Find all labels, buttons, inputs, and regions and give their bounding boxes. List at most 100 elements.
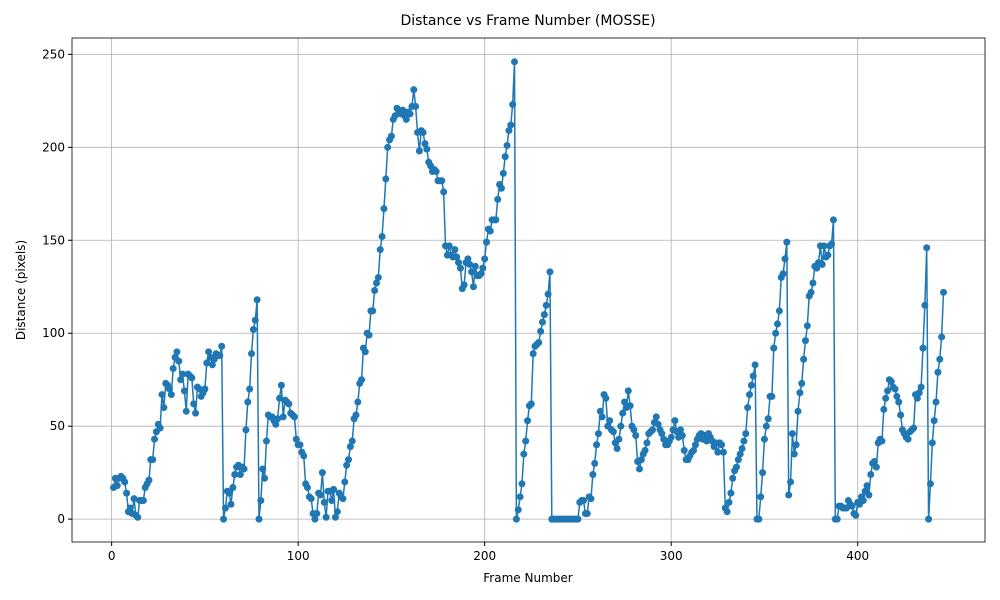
data-point: [130, 495, 138, 503]
data-point: [824, 251, 832, 259]
data-point: [483, 238, 491, 246]
data-point: [895, 398, 903, 406]
data-point: [775, 307, 783, 315]
data-point: [915, 389, 923, 397]
x-tick-label: 200: [473, 549, 496, 563]
data-point: [451, 246, 459, 254]
data-point: [382, 175, 390, 183]
data-point: [179, 370, 187, 378]
data-point: [300, 452, 308, 460]
data-point: [365, 331, 373, 339]
data-point: [800, 355, 808, 363]
data-point: [455, 259, 463, 267]
data-point: [503, 141, 511, 149]
data-point: [714, 448, 722, 456]
data-point: [798, 379, 806, 387]
data-point: [192, 409, 200, 417]
data-point: [406, 110, 414, 118]
data-point: [354, 398, 362, 406]
data-point: [248, 350, 256, 358]
data-point: [613, 444, 621, 452]
data-point: [479, 264, 487, 272]
data-point: [593, 441, 601, 449]
data-point: [456, 264, 464, 272]
data-point: [221, 504, 229, 512]
data-point: [341, 478, 349, 486]
data-point: [878, 437, 886, 445]
data-point: [624, 387, 632, 395]
data-point: [511, 58, 519, 66]
data-point: [787, 478, 795, 486]
data-point: [527, 400, 535, 408]
data-point: [208, 361, 216, 369]
data-point: [736, 450, 744, 458]
data-point: [887, 378, 895, 386]
data-point: [311, 515, 319, 523]
data-point: [432, 167, 440, 175]
data-point: [781, 255, 789, 263]
data-point: [913, 394, 921, 402]
y-tick-label: 100: [42, 326, 65, 340]
data-point: [863, 482, 871, 490]
data-point: [652, 413, 660, 421]
data-point: [276, 394, 283, 402]
data-point: [654, 420, 662, 428]
data-point: [257, 497, 265, 505]
data-point: [173, 348, 181, 356]
data-point: [522, 437, 530, 445]
data-point: [307, 495, 315, 503]
data-point: [507, 121, 515, 129]
data-point: [279, 413, 287, 421]
data-point: [378, 233, 386, 241]
data-point: [820, 242, 828, 250]
data-point: [764, 415, 772, 423]
data-point: [626, 402, 634, 410]
data-point: [732, 463, 740, 471]
data-point: [865, 491, 873, 499]
data-point: [524, 417, 532, 425]
data-point: [680, 446, 688, 454]
data-point: [870, 458, 878, 466]
data-point: [464, 255, 472, 263]
data-point: [313, 510, 321, 518]
data-point: [318, 469, 326, 477]
data-point: [290, 413, 298, 421]
data-point: [518, 480, 526, 488]
data-point: [779, 270, 787, 278]
data-point: [540, 311, 548, 319]
data-point: [410, 86, 418, 94]
data-point: [361, 348, 369, 356]
data-point: [807, 288, 815, 296]
data-point: [677, 426, 685, 434]
data-point: [242, 426, 250, 434]
data-point: [169, 365, 177, 373]
data-point: [399, 106, 407, 114]
data-point: [274, 415, 282, 423]
data-point: [244, 398, 252, 406]
data-point: [236, 471, 244, 479]
data-point: [374, 273, 382, 281]
data-point: [852, 511, 860, 519]
data-point: [516, 493, 524, 501]
data-point: [872, 463, 880, 471]
data-point: [751, 361, 759, 369]
data-point: [330, 485, 338, 493]
data-point: [387, 132, 395, 140]
data-point: [123, 489, 131, 497]
data-point: [469, 283, 477, 291]
data-point: [285, 400, 293, 408]
data-point: [348, 437, 356, 445]
data-point: [259, 465, 267, 473]
data-point: [402, 115, 410, 123]
data-point: [788, 430, 796, 438]
data-point: [535, 339, 543, 347]
data-point: [481, 255, 489, 263]
data-point: [145, 476, 153, 484]
data-point: [772, 329, 780, 337]
data-point: [113, 482, 121, 490]
data-point: [893, 392, 901, 400]
data-point: [632, 431, 640, 439]
data-point: [220, 515, 228, 523]
data-point: [249, 326, 257, 334]
